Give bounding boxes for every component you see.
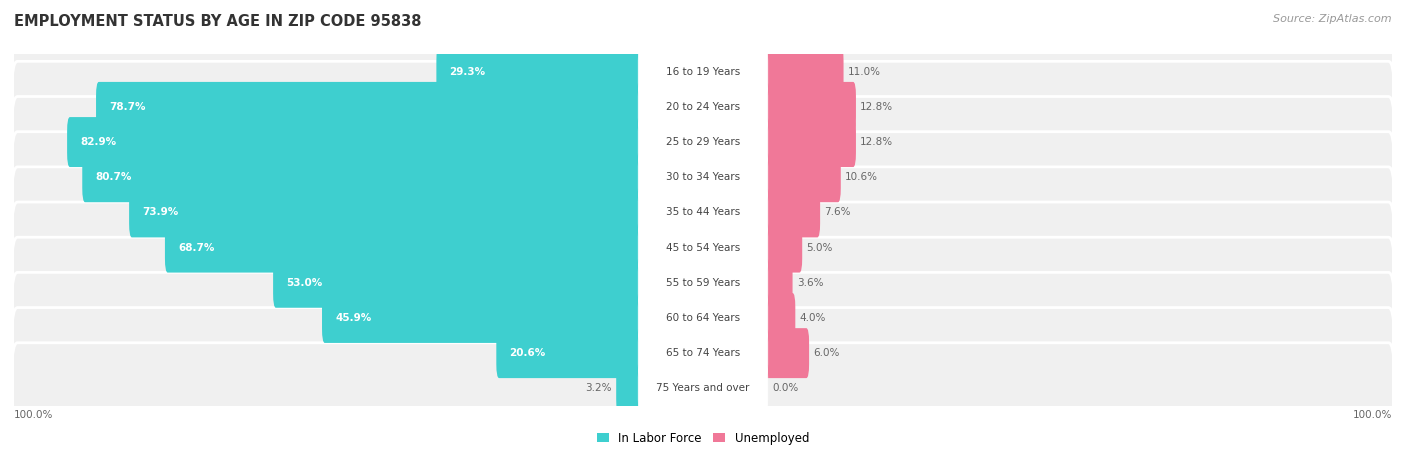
Text: 3.2%: 3.2% [585, 383, 612, 393]
Text: 45 to 54 Years: 45 to 54 Years [666, 243, 740, 253]
Text: 53.0%: 53.0% [287, 278, 322, 288]
Text: Source: ZipAtlas.com: Source: ZipAtlas.com [1274, 14, 1392, 23]
Text: 30 to 34 Years: 30 to 34 Years [666, 172, 740, 182]
Text: 11.0%: 11.0% [848, 67, 880, 77]
Text: 12.8%: 12.8% [860, 102, 893, 112]
Text: 4.0%: 4.0% [800, 313, 825, 323]
FancyBboxPatch shape [83, 152, 644, 202]
FancyBboxPatch shape [13, 132, 1393, 223]
FancyBboxPatch shape [13, 61, 1393, 152]
Text: 73.9%: 73.9% [142, 207, 179, 217]
Text: 6.0%: 6.0% [813, 348, 839, 358]
FancyBboxPatch shape [436, 47, 644, 97]
FancyBboxPatch shape [638, 258, 768, 308]
Text: 7.6%: 7.6% [824, 207, 851, 217]
Text: 29.3%: 29.3% [450, 67, 485, 77]
Text: 75 Years and over: 75 Years and over [657, 383, 749, 393]
FancyBboxPatch shape [638, 117, 768, 167]
FancyBboxPatch shape [13, 167, 1393, 258]
Text: 78.7%: 78.7% [110, 102, 146, 112]
FancyBboxPatch shape [13, 202, 1393, 293]
Text: 10.6%: 10.6% [845, 172, 877, 182]
Text: 100.0%: 100.0% [14, 410, 53, 420]
FancyBboxPatch shape [762, 117, 856, 167]
FancyBboxPatch shape [638, 293, 768, 343]
FancyBboxPatch shape [322, 293, 644, 343]
Text: 12.8%: 12.8% [860, 137, 893, 147]
Text: EMPLOYMENT STATUS BY AGE IN ZIP CODE 95838: EMPLOYMENT STATUS BY AGE IN ZIP CODE 958… [14, 14, 422, 28]
Text: 45.9%: 45.9% [335, 313, 371, 323]
FancyBboxPatch shape [638, 223, 768, 272]
FancyBboxPatch shape [762, 258, 793, 308]
FancyBboxPatch shape [96, 82, 644, 132]
Text: 20.6%: 20.6% [509, 348, 546, 358]
Text: 55 to 59 Years: 55 to 59 Years [666, 278, 740, 288]
Text: 5.0%: 5.0% [807, 243, 832, 253]
FancyBboxPatch shape [13, 308, 1393, 399]
Text: 35 to 44 Years: 35 to 44 Years [666, 207, 740, 217]
FancyBboxPatch shape [762, 152, 841, 202]
Text: 68.7%: 68.7% [179, 243, 214, 253]
FancyBboxPatch shape [13, 26, 1393, 117]
FancyBboxPatch shape [638, 328, 768, 378]
Text: 80.7%: 80.7% [96, 172, 132, 182]
FancyBboxPatch shape [13, 272, 1393, 364]
FancyBboxPatch shape [638, 82, 768, 132]
FancyBboxPatch shape [13, 343, 1393, 434]
Text: 82.9%: 82.9% [80, 137, 117, 147]
Text: 65 to 74 Years: 65 to 74 Years [666, 348, 740, 358]
FancyBboxPatch shape [496, 328, 644, 378]
FancyBboxPatch shape [13, 97, 1393, 188]
Text: 25 to 29 Years: 25 to 29 Years [666, 137, 740, 147]
Text: 100.0%: 100.0% [1353, 410, 1392, 420]
FancyBboxPatch shape [638, 364, 768, 413]
FancyBboxPatch shape [638, 152, 768, 202]
FancyBboxPatch shape [638, 47, 768, 97]
FancyBboxPatch shape [638, 188, 768, 237]
FancyBboxPatch shape [762, 47, 844, 97]
Text: 16 to 19 Years: 16 to 19 Years [666, 67, 740, 77]
FancyBboxPatch shape [762, 223, 803, 272]
FancyBboxPatch shape [165, 223, 644, 272]
Text: 60 to 64 Years: 60 to 64 Years [666, 313, 740, 323]
FancyBboxPatch shape [273, 258, 644, 308]
FancyBboxPatch shape [762, 293, 796, 343]
Text: 0.0%: 0.0% [772, 383, 799, 393]
FancyBboxPatch shape [762, 82, 856, 132]
FancyBboxPatch shape [616, 364, 644, 413]
FancyBboxPatch shape [67, 117, 644, 167]
FancyBboxPatch shape [762, 328, 808, 378]
Text: 20 to 24 Years: 20 to 24 Years [666, 102, 740, 112]
Text: 3.6%: 3.6% [797, 278, 823, 288]
FancyBboxPatch shape [762, 188, 820, 237]
FancyBboxPatch shape [129, 188, 644, 237]
Legend: In Labor Force, Unemployed: In Labor Force, Unemployed [592, 427, 814, 449]
FancyBboxPatch shape [13, 237, 1393, 328]
